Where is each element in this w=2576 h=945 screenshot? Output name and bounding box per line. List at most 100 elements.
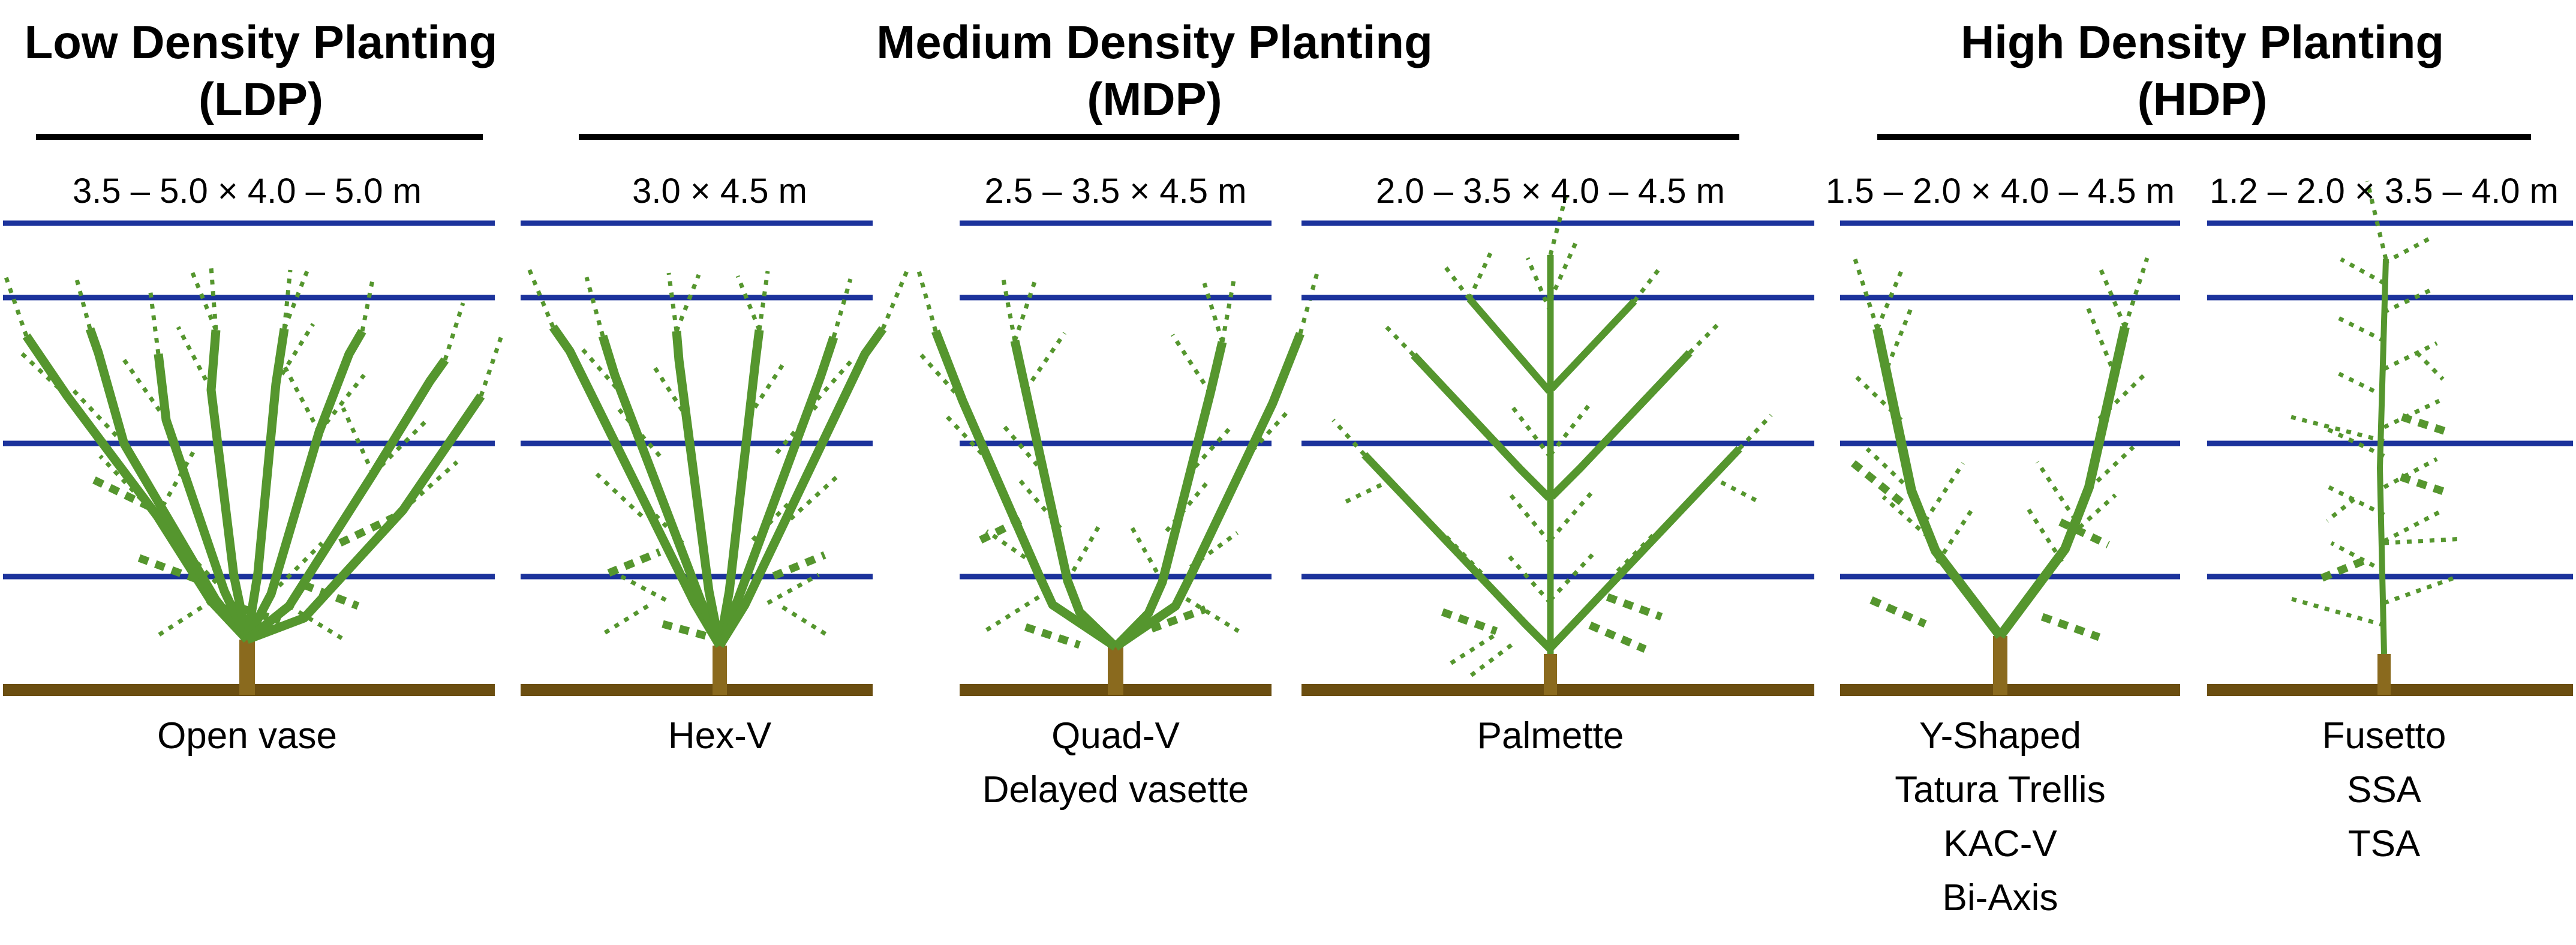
scaffold-branch xyxy=(2377,259,2389,655)
tree-quad_v xyxy=(915,266,1321,695)
scaffold-branch xyxy=(206,329,252,641)
fruiting-shoot xyxy=(772,551,826,580)
dotted-shoot xyxy=(2365,181,2388,260)
system-label: Delayed vasette xyxy=(982,769,1249,811)
dotted-shoot xyxy=(1885,306,1914,368)
dotted-shoot xyxy=(1024,332,1066,391)
system-label: TSA xyxy=(2348,823,2421,865)
fruiting-shoot xyxy=(2313,557,2365,585)
dotted-shoot xyxy=(269,541,324,596)
dotted-shoot xyxy=(915,266,938,332)
dotted-shoot xyxy=(1331,418,1366,457)
tree-trunk xyxy=(239,640,255,695)
tree-hex_v xyxy=(527,268,909,695)
panel-fusetto: 1.2 – 2.0 × 3.5 – 4.0 m Fusetto SSA TSA xyxy=(2207,172,2573,865)
dotted-shoot xyxy=(1923,462,1965,522)
ldp-underline xyxy=(36,134,483,140)
tree-trunk xyxy=(1108,647,1123,695)
scaffold-branch xyxy=(715,329,764,647)
dotted-shoot xyxy=(360,277,375,332)
dotted-shoot xyxy=(2332,368,2385,398)
system-label: Hex-V xyxy=(668,715,772,757)
dotted-shoot xyxy=(1381,321,1415,357)
dotted-shoot xyxy=(274,323,315,385)
dotted-shoot xyxy=(781,605,832,639)
dotted-shoot xyxy=(1738,413,1773,451)
spacing-label: 2.0 – 3.5 × 4.0 – 4.5 m xyxy=(1376,172,1725,211)
tree-trunk xyxy=(1544,654,1557,695)
dotted-shoot xyxy=(1467,252,1493,300)
dotted-shoot xyxy=(2291,596,2385,628)
dotted-shoot xyxy=(1000,275,1017,341)
spacing-label: 3.0 × 4.5 m xyxy=(632,172,807,211)
scaffold-branch xyxy=(1872,328,2004,639)
dotted-shoot xyxy=(4,276,29,337)
spacing-label: 1.5 – 2.0 × 4.0 – 4.5 m xyxy=(1826,172,2175,211)
dotted-shoot xyxy=(443,302,465,361)
spacing-label: 1.2 – 2.0 × 3.5 – 4.0 m xyxy=(2210,172,2559,211)
scaffold-branch xyxy=(242,328,289,641)
dotted-shoot xyxy=(2383,398,2440,430)
panel-quad_v: 2.5 – 3.5 × 4.5 m Quad-V Delayed vasette xyxy=(915,172,1321,811)
system-label: Palmette xyxy=(1477,715,1624,757)
dotted-shoot xyxy=(156,599,212,638)
dotted-shoot xyxy=(2383,341,2438,371)
scaffold-branch xyxy=(1996,326,2130,639)
dotted-shoot xyxy=(1128,524,1165,583)
dotted-shoot xyxy=(479,335,504,397)
section-headers: Low Density Planting (LDP) Medium Densit… xyxy=(25,16,2531,140)
dotted-shoot xyxy=(2383,236,2430,265)
dotted-shoot xyxy=(1171,334,1212,394)
dotted-shoot xyxy=(2085,305,2114,367)
system-label: Bi-Axis xyxy=(1943,877,2058,919)
fruiting-shoot xyxy=(2040,613,2101,641)
dotted-shoot xyxy=(71,388,126,446)
scaffold-branch xyxy=(85,327,251,643)
scaffold-branch xyxy=(1361,452,1553,652)
dotted-shoot xyxy=(2383,457,2438,490)
tree-open_vase xyxy=(4,266,504,695)
fruiting-shoot xyxy=(1850,460,1910,511)
system-label: Fusetto xyxy=(2322,715,2446,757)
dotted-shoot xyxy=(2383,286,2436,314)
tree-palmette xyxy=(1331,190,1773,695)
dotted-shoot xyxy=(1447,634,1495,667)
dotted-shoot xyxy=(2069,493,2117,537)
dotted-shoot xyxy=(735,275,762,331)
dotted-shoot xyxy=(1710,475,1759,503)
fruiting-shoot xyxy=(2399,473,2451,497)
system-label: KAC-V xyxy=(1943,823,2057,865)
panel-open_vase: 3.5 – 5.0 × 4.0 – 5.0 m Open vase xyxy=(3,172,504,757)
fruiting-shoot xyxy=(1606,593,1663,621)
spacing-label: 2.5 – 3.5 × 4.5 m xyxy=(985,172,1247,211)
dotted-shoot xyxy=(1185,597,1240,633)
fruiting-shoot xyxy=(1869,596,1927,628)
mdp-header-line1: Medium Density Planting xyxy=(876,16,1432,68)
system-label: SSA xyxy=(2347,769,2422,811)
dotted-shoot xyxy=(831,278,853,338)
system-label: Quad-V xyxy=(1051,715,1180,757)
dotted-shoot xyxy=(1881,495,1930,539)
hdp-header-line2: (HDP) xyxy=(2138,73,2268,125)
fruiting-shoot xyxy=(607,548,662,577)
dotted-shoot xyxy=(1548,242,1578,301)
dotted-shoot xyxy=(2415,351,2445,381)
dotted-shoot xyxy=(1853,258,1880,330)
dotted-shoot xyxy=(1549,399,1594,457)
dotted-shoot xyxy=(1298,268,1321,334)
dotted-shoot xyxy=(767,572,820,605)
dotted-shoot xyxy=(1466,643,1513,680)
tree-fusetto xyxy=(2291,181,2464,695)
fruiting-shoot xyxy=(1150,605,1207,633)
fruiting-shoot xyxy=(2058,518,2110,548)
dotted-shoot xyxy=(1508,401,1552,459)
tree-trunk xyxy=(1993,636,2007,695)
tree-y_shaped xyxy=(1850,257,2150,695)
fruiting-shoot xyxy=(2400,413,2453,437)
system-label: Y-Shaped xyxy=(1919,715,2081,757)
ground-line xyxy=(1840,684,2180,696)
dotted-shoot xyxy=(985,529,1036,566)
dotted-shoot xyxy=(2335,314,2385,343)
fruiting-shoot xyxy=(662,620,712,641)
